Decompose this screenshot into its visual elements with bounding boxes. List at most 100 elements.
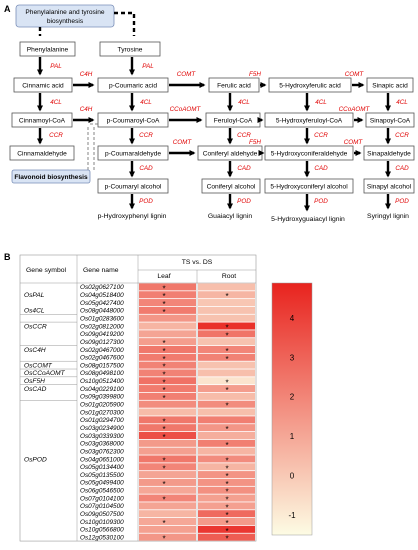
node-cinnamaldehyde: Cinnamaldehyde [17, 151, 67, 158]
lignin-g: Guaiacyl lignin [208, 213, 252, 220]
heat-cell-leaf [139, 306, 196, 314]
heat-cell-leaf [139, 392, 196, 400]
heat-cell-leaf [139, 478, 196, 486]
heat-cell-leaf [139, 345, 196, 353]
node-phenylalanine: Phenylalanine [27, 47, 69, 54]
significance-star-root: * [225, 496, 228, 505]
node-feruloyl-coa: Feruloyl-CoA [214, 118, 253, 125]
gene-symbol: OsF5H [24, 378, 45, 385]
heat-cell-leaf [139, 416, 196, 424]
heat-cell-leaf [139, 471, 196, 479]
heat-cell-leaf [139, 502, 196, 510]
gene-symbol: OsC4H [24, 347, 46, 354]
significance-star-leaf: * [162, 480, 165, 489]
heat-cell-leaf [139, 291, 196, 299]
enzyme-ccr-5: CCR [395, 132, 409, 139]
lignin-h: p-Hydroxyphenyl lignin [98, 213, 167, 220]
pathway-diagram: .bx{fill:#fff;stroke:#555;stroke-width:0… [4, 4, 415, 223]
node-coniferyl-alcohol: Coniferyl alcohol [207, 184, 256, 191]
gene-name: Os01g0270300 [80, 409, 124, 416]
significance-star-leaf: * [162, 292, 165, 301]
gene-name: Os04g0518400 [80, 292, 124, 299]
colorbar-tick: 0 [290, 471, 295, 480]
significance-star-root: * [225, 386, 228, 395]
gene-name: Os10g0566800 [80, 527, 124, 534]
gene-name: Os09g0507500 [80, 511, 124, 518]
significance-star-leaf: * [162, 456, 165, 465]
node-cinnamoyl-coa: Cinnamoyl-CoA [19, 118, 66, 125]
node-p-coumaraldehyde: p-Coumaraldehyde [105, 151, 161, 158]
heat-cell-root [198, 478, 255, 486]
gene-name: Os09g0399800 [80, 394, 124, 401]
node-sinapoyl-coa: Sinapoyl-CoA [370, 118, 411, 125]
significance-star-leaf: * [162, 300, 165, 309]
heat-cell-leaf [139, 361, 196, 369]
gene-name: Os04g0651000 [80, 456, 124, 463]
significance-star-leaf: * [162, 464, 165, 473]
heat-cell-leaf [139, 463, 196, 471]
significance-star-leaf: * [162, 370, 165, 379]
significance-star-root: * [225, 456, 228, 465]
enzyme-c4h-1: C4H [80, 71, 93, 78]
precursor-label: Phenylalanine and tyrosine [25, 9, 105, 16]
gene-name: Os05g0499400 [80, 480, 124, 487]
node-ferulic-acid: Ferulic acid [217, 83, 251, 90]
gene-name: Os01g0294700 [80, 417, 124, 424]
gene-name: Os08g0157500 [80, 362, 124, 369]
enzyme-pod-4: POD [395, 198, 409, 205]
significance-star-leaf: * [162, 284, 165, 293]
gene-name: Os01g0205900 [80, 402, 124, 409]
heat-cell-leaf [139, 377, 196, 385]
enzyme-4cl-5: 4CL [396, 99, 408, 106]
enzyme-ccr-1: CCR [49, 132, 63, 139]
gene-symbol: OsPOD [24, 456, 47, 463]
gene-symbol: OsCOMT [24, 362, 53, 369]
gene-name: Os02g0627100 [80, 284, 124, 291]
enzyme-comt-3: COMT [173, 139, 193, 146]
heat-cell-root [198, 291, 255, 299]
gene-name: Os05g0427400 [80, 300, 124, 307]
gene-name: Os08g0498100 [80, 370, 124, 377]
significance-star-root: * [225, 488, 228, 497]
heat-cell-leaf [139, 525, 196, 533]
heat-cell-root [198, 447, 255, 455]
node-cinnamic-acid: Cinnamic acid [22, 83, 64, 90]
enzyme-f5h-2: F5H [249, 139, 261, 146]
heat-cell-root [198, 369, 255, 377]
heat-cell-leaf [139, 338, 196, 346]
flavonoid-box [11, 169, 91, 184]
enzyme-comt-1: COMT [177, 71, 197, 78]
colorbar-tick: -1 [288, 511, 296, 520]
node-coniferyl-aldehyde: Coniferyl aldehyde [203, 151, 258, 158]
heat-cell-root [198, 408, 255, 416]
significance-star-root: * [225, 402, 228, 411]
significance-star-root: * [225, 347, 228, 356]
gene-name: Os03g0762300 [80, 448, 124, 455]
heat-cell-root [198, 431, 255, 439]
gene-name: Os10g0512400 [80, 378, 124, 385]
header-gene-name: Gene name [83, 267, 119, 274]
significance-star-root: * [225, 355, 228, 364]
significance-star-leaf: * [162, 496, 165, 505]
gene-name: Os02g0467600 [80, 355, 124, 362]
gene-name: Os10g0109300 [80, 519, 124, 526]
significance-star-root: * [225, 519, 228, 528]
panel-label-b: B [4, 252, 11, 262]
header-root: Root [222, 273, 236, 280]
heat-cell-root [198, 502, 255, 510]
heat-cell-root [198, 330, 255, 338]
gene-name: Os02g0812000 [80, 323, 124, 330]
enzyme-pod-3: POD [314, 198, 328, 205]
heat-cell-leaf [139, 518, 196, 526]
significance-star-leaf: * [162, 519, 165, 528]
enzyme-4cl-3: 4CL [238, 99, 250, 106]
enzyme-cad-4: CAD [395, 165, 409, 172]
heat-cell-root [198, 392, 255, 400]
node-flavonoid-biosynthesis: Flavonoid biosynthesis [14, 174, 88, 181]
significance-star-leaf: * [162, 363, 165, 372]
significance-star-root: * [225, 441, 228, 450]
colorbar-tick: 2 [290, 393, 295, 402]
heat-cell-root [198, 510, 255, 518]
significance-star-leaf: * [162, 386, 165, 395]
heat-cell-root [198, 306, 255, 314]
